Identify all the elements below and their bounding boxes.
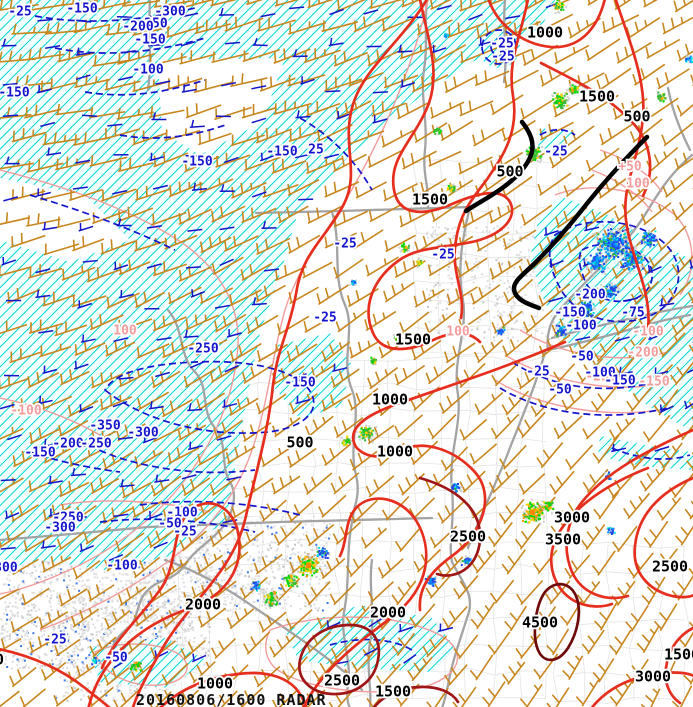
cape-contour-label-layer: 1000 1500 500 500 1500 1500 1000 1000 500 2000 200… [0, 22, 693, 703]
cape-contour-label: 3500 [545, 531, 581, 549]
cin-contour-label: -100 [565, 319, 596, 334]
cape-contour-label: 1500 [579, 88, 615, 106]
cin-contour-label: -150 [134, 33, 165, 48]
cin-contour-label: -25 [333, 237, 356, 252]
cape-contour-label: 1500 [664, 646, 693, 664]
cin-contour-label: -25 [43, 633, 66, 648]
cin-contour-label: -200 [52, 437, 83, 452]
cin-contour-label: -150 [284, 376, 315, 391]
cin-contour-label: -150 [554, 306, 585, 321]
cin-contour-label: -100 [106, 559, 137, 574]
cape-contour-label: 1500 [375, 683, 411, 701]
cin-contour-label: -25 [491, 50, 514, 65]
cin-contour-label: -25 [431, 248, 454, 263]
cape-contour-label: 1500 [412, 191, 448, 209]
cin-contour-label-layer: -25 -150 -300-250-200-150-100-150-150-150 2… [0, 0, 646, 667]
cin-contour-label: -150 [181, 155, 212, 170]
aux-contour-label: +50 [618, 160, 642, 175]
cape-contour-label: 2500 [324, 672, 360, 690]
cin-contour-label: -25 [490, 37, 513, 52]
cin-contour-label: -75 [621, 306, 644, 321]
cin-contour-label: -25 [544, 145, 567, 160]
cape-contour-label: 2000 [185, 596, 221, 614]
cin-contour-label: -200 [122, 20, 153, 35]
convective-radar-layer [91, 0, 693, 672]
cape-contour-label: 2500 [652, 558, 688, 576]
cin-contour-label: -250 [80, 437, 111, 452]
cin-contour-label: -50 [104, 651, 128, 666]
cin-contour-label: -300 [44, 521, 75, 536]
cin-contour-label: -150 [266, 145, 297, 160]
cape-contour-label: 1000 [527, 24, 563, 42]
cin-contour-label: -300 [0, 561, 18, 576]
cape-contour-label: 1000 [377, 443, 413, 461]
cape-contour-label: 500 [496, 163, 523, 181]
cape-contour-label: 2500 [450, 528, 486, 546]
cape-contour-label: 3000 [635, 668, 671, 686]
cin-contour-label: -150 [604, 374, 635, 389]
aux-contour-label: 100 [626, 177, 650, 192]
aux-contour-label: -200 [627, 346, 658, 361]
aux-contour-label: 100 [446, 325, 470, 340]
outflow-boundary-layer [463, 119, 650, 311]
cape-contour-label: 3000 [554, 509, 590, 527]
cin-contour-label: -150 [0, 86, 30, 101]
cin-contour-label: -150 [24, 446, 55, 461]
cin-contour-label: -25 [526, 365, 549, 380]
cin-contour-label: -100 [584, 366, 615, 381]
cape-contour-label: 1000 [197, 675, 233, 693]
cin-contour-layer [29, 7, 691, 653]
cin-contour-label: 25 [308, 143, 324, 158]
aux-contour-label: -100 [632, 325, 663, 340]
aux-contour-label: 100 [113, 324, 137, 339]
cape-contour-label: 500 [623, 108, 650, 126]
aux-contour-label: -250 [585, 370, 616, 385]
cin-contour-label: -300 [127, 426, 158, 441]
cape-contour-label: 1000 [0, 651, 4, 669]
cin-contour-label: -25 [173, 525, 196, 540]
cin-contour-label: -350 [89, 419, 120, 434]
cin-contour-label: -25 [313, 311, 336, 326]
cin-contour-label: -25 [8, 5, 31, 20]
cin-contour-label: -250 [52, 511, 83, 526]
cape-contour-label: 2000 [370, 604, 406, 622]
cin-contour-label: -50 [570, 350, 594, 365]
cape-contour-label: 500 [286, 434, 313, 452]
aux-contour-label: -100 [10, 404, 41, 419]
cin-contour-label: -250 [136, 17, 167, 32]
cape-contour-label: 1500 [395, 331, 431, 349]
cin-wind-barb-layer [0, 1, 693, 669]
timestamp-label: 20160806/1600 RADAR [136, 691, 327, 707]
cin-contour-label: -300 [154, 5, 185, 20]
cin-contour-label: -50 [158, 517, 182, 532]
cin-contour-label: -250 [187, 342, 218, 357]
cape-contour-label: 4500 [522, 614, 558, 632]
cin-contour-label: -100 [132, 63, 163, 78]
cin-contour-label: -150 [66, 2, 97, 17]
aux-contour-label: -150 [638, 375, 669, 390]
cin-contour-label: -100 [166, 506, 197, 521]
cin-contour-label: -50 [548, 383, 572, 398]
cape-contour-label: 1000 [372, 391, 408, 409]
cin-contour-label: -200 [574, 288, 605, 303]
